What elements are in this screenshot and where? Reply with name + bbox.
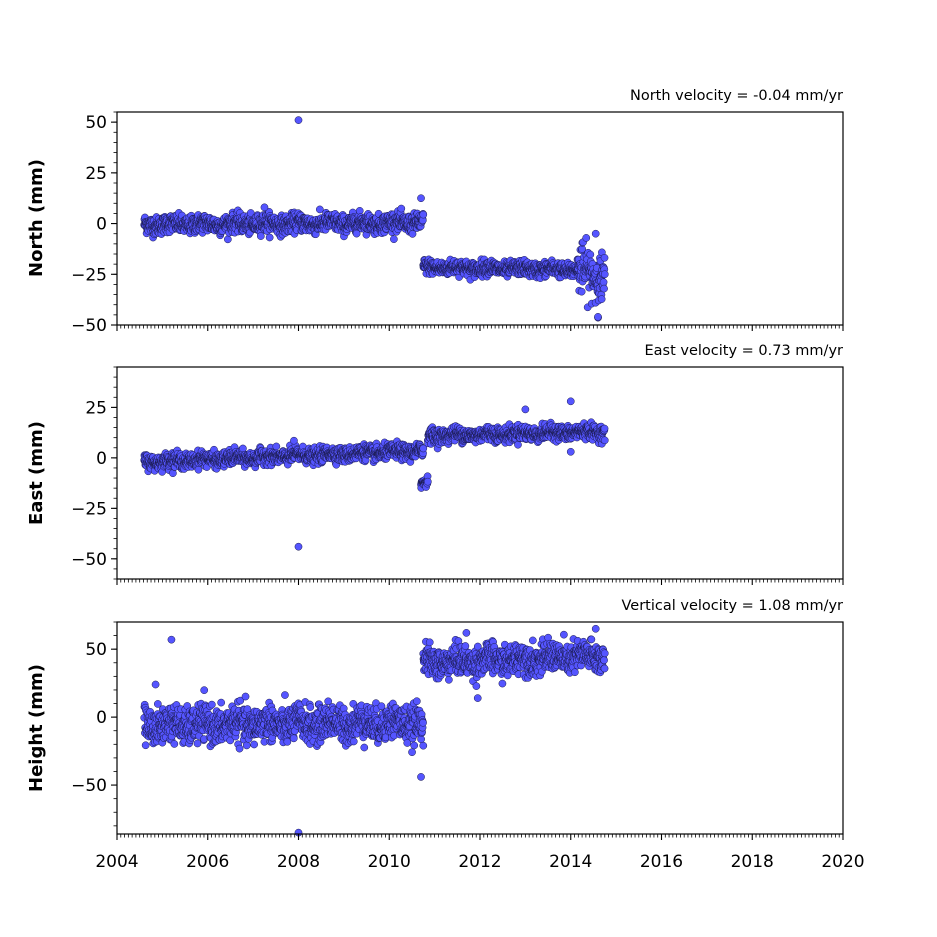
yticks-east: 25 0 −25 −50 (71, 366, 117, 580)
data-point (235, 744, 244, 753)
data-point (290, 436, 298, 445)
yticks-north: 50 25 0 −25 −50 (71, 111, 117, 336)
data-point (194, 465, 203, 474)
ylabel-north: North (mm) (26, 159, 47, 277)
data-point (591, 229, 600, 238)
ytick-label: 25 (85, 164, 107, 184)
data-point (566, 397, 575, 406)
data-point (600, 424, 609, 433)
xticks-east (116, 579, 844, 585)
panel-north: North velocity = -0.04 mm/yr North (mm) … (26, 88, 844, 336)
data-point (241, 692, 250, 701)
ytick-label: −50 (71, 316, 107, 336)
data-point (390, 235, 398, 244)
data-point (566, 447, 575, 456)
data-point (577, 287, 586, 296)
data-point (200, 686, 209, 695)
axes-frame-east (116, 366, 844, 580)
data-point (242, 741, 251, 750)
data-point (294, 542, 303, 551)
data-point (141, 741, 150, 750)
data-point (294, 116, 303, 124)
panel-east: East velocity = 0.73 mm/yr East (mm) 25 0… (26, 343, 844, 585)
data-point (419, 210, 428, 219)
data-point (600, 284, 608, 293)
ytick-label: 50 (85, 113, 107, 133)
data-point (514, 440, 522, 449)
data-point (600, 270, 609, 279)
data-point (250, 740, 258, 749)
data-point (594, 313, 602, 321)
data-point (582, 234, 591, 242)
data-point (256, 232, 265, 240)
ylabel-height: Height (mm) (26, 664, 47, 792)
data-point (600, 436, 609, 445)
data-point (423, 477, 432, 486)
ytick-label: −50 (71, 550, 107, 570)
points-east (140, 397, 609, 551)
title-height: Vertical velocity = 1.08 mm/yr (622, 598, 844, 614)
panel-height: Vertical velocity = 1.08 mm/yr Height (m… (26, 598, 865, 872)
ytick-label: −25 (71, 265, 107, 285)
data-point (272, 442, 281, 451)
points-height (140, 624, 609, 837)
data-point (315, 205, 324, 214)
ylabel-east: East (mm) (26, 421, 47, 525)
data-point (265, 233, 274, 242)
data-point (170, 740, 179, 748)
data-point (417, 194, 425, 203)
data-point (586, 250, 595, 259)
data-point (217, 698, 226, 707)
data-point (521, 405, 530, 414)
ytick-label: 0 (96, 215, 107, 235)
ytick-label: 0 (96, 449, 107, 469)
data-point (207, 700, 216, 709)
data-point (260, 203, 269, 212)
points-north (140, 116, 609, 322)
data-point (224, 235, 232, 244)
data-point (600, 253, 609, 262)
title-east: East velocity = 0.73 mm/yr (644, 343, 843, 359)
data-point (599, 278, 608, 286)
data-point (597, 295, 606, 303)
xticks-north (116, 325, 844, 331)
title-north: North velocity = -0.04 mm/yr (630, 88, 843, 104)
ytick-label: −25 (71, 499, 107, 519)
data-point (397, 204, 406, 213)
ytick-label: 25 (85, 398, 107, 418)
